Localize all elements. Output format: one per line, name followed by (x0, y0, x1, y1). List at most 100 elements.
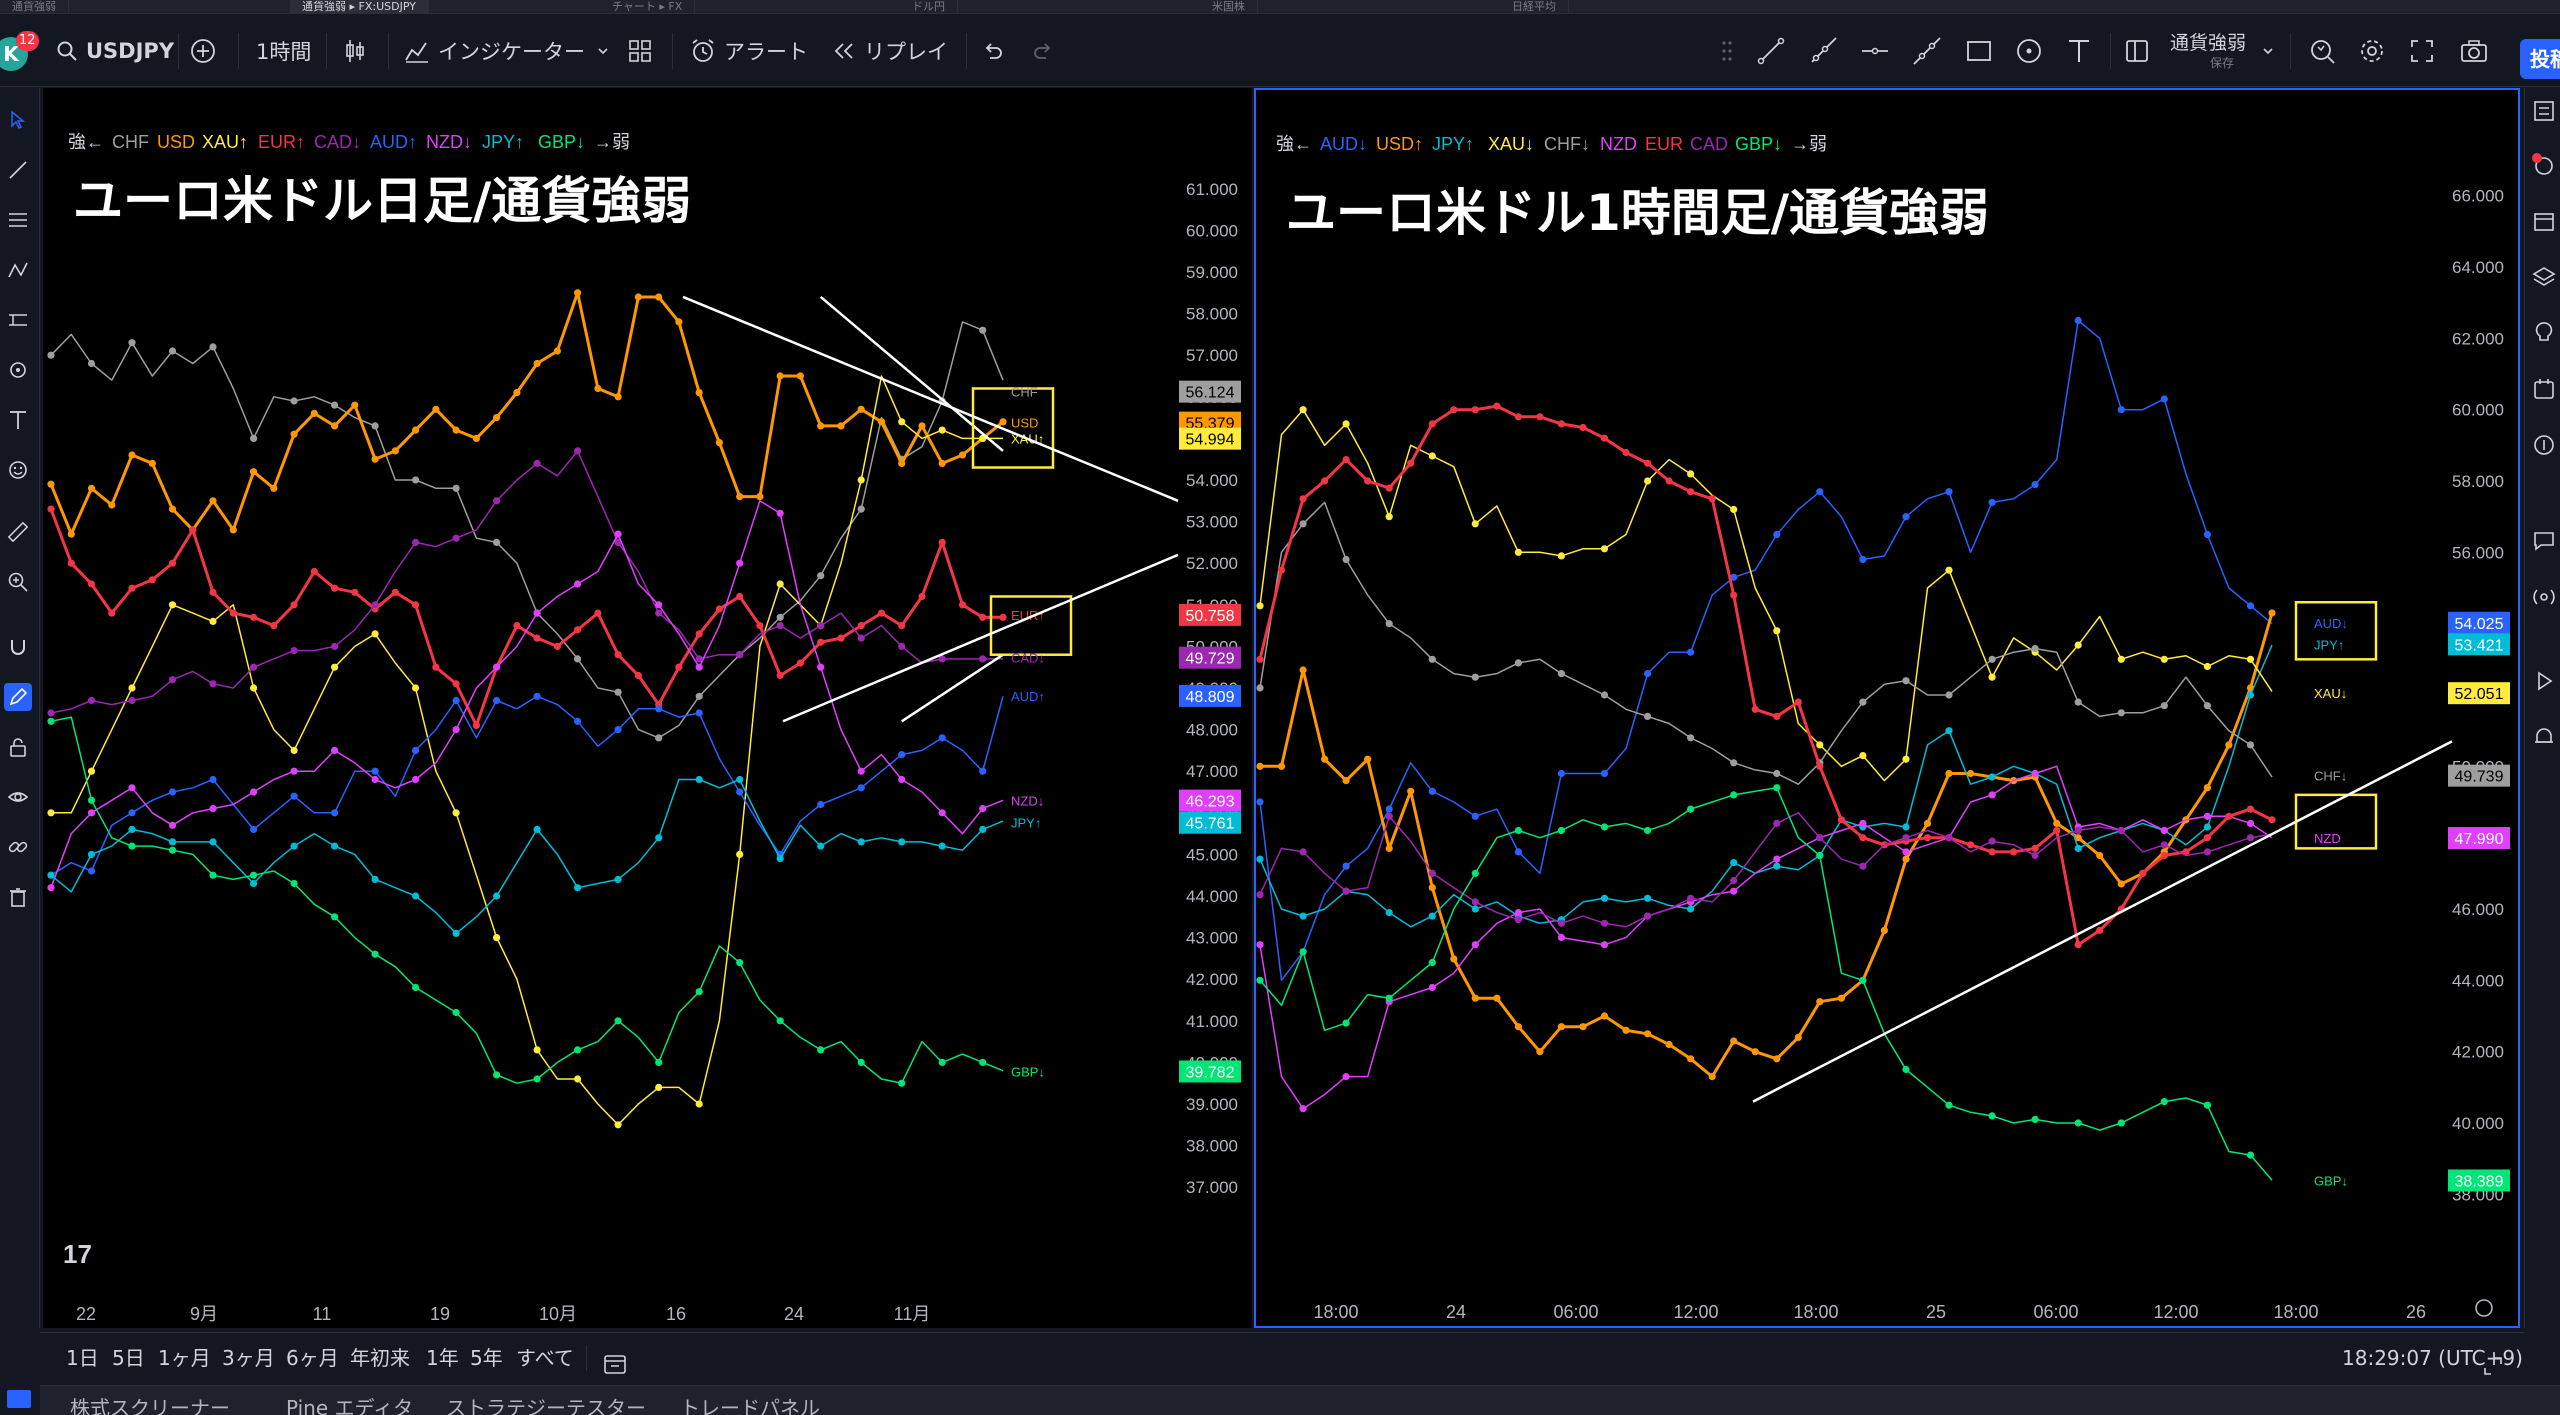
undo-button[interactable] (982, 15, 1004, 87)
gear-icon[interactable] (2358, 15, 2386, 87)
calendar-events-icon[interactable] (2531, 376, 2560, 406)
currency-strength-chart-daily[interactable]: 37.00038.00039.00040.00041.00042.00043.0… (43, 88, 1252, 1328)
data-point-eur (1816, 762, 1824, 770)
camera-icon[interactable] (2460, 15, 2488, 87)
circle-tool-icon[interactable] (2014, 15, 2044, 87)
range-5d[interactable]: 5日 (112, 1346, 145, 1370)
replay-button[interactable]: リプレイ (832, 15, 948, 87)
publish-button[interactable]: 投稿 (2520, 39, 2560, 79)
range-ytd[interactable]: 年初来 (350, 1346, 410, 1370)
notification-bell-icon[interactable] (2531, 724, 2560, 754)
zoom-in-icon[interactable] (4, 568, 32, 596)
trendline-tool-icon[interactable] (4, 156, 32, 184)
alert-button[interactable]: アラート (690, 15, 808, 87)
data-point-xau (1687, 470, 1695, 478)
symbol-search-button[interactable]: USDJPY (56, 15, 174, 87)
redo-button[interactable] (1032, 15, 1054, 87)
browser-tab[interactable]: 日経平均 (1500, 0, 1569, 13)
calendar-icon[interactable] (2531, 208, 2560, 238)
cursor-icon[interactable] (4, 106, 32, 134)
ray-tool-icon[interactable] (1808, 15, 1838, 87)
price-tag-value: 47.990 (2455, 831, 2504, 848)
data-point-usd (229, 526, 237, 534)
text-tool-icon[interactable] (4, 406, 32, 434)
rectangle-tool-icon[interactable] (1964, 15, 1994, 87)
forecast-tool-icon[interactable] (4, 306, 32, 334)
chart-pane-hourly[interactable]: 38.00040.00042.00044.00046.00048.00050.0… (1254, 88, 2520, 1328)
x-tick-label: 24 (1446, 1302, 1466, 1322)
series-line-aud (1259, 319, 2273, 982)
emoji-tool-icon[interactable] (4, 456, 32, 484)
horizontal-line-tool-icon[interactable] (1860, 15, 1890, 87)
sidebar-toggle[interactable] (0, 1382, 40, 1415)
browser-tab-active[interactable]: 通貨強弱 ▸ FX:USDJPY (290, 0, 429, 13)
data-point-xau (2074, 641, 2082, 649)
fib-tool-icon[interactable] (4, 206, 32, 234)
play-icon[interactable] (2531, 668, 2560, 698)
drawing-mode-icon[interactable] (4, 683, 32, 711)
range-6m[interactable]: 6ヶ月 (286, 1346, 339, 1370)
layers-icon[interactable] (2531, 264, 2560, 294)
data-point-aud (1773, 530, 1781, 539)
data-point-aud (371, 767, 379, 775)
chart-type-button[interactable] (344, 15, 366, 87)
text-tool-icon[interactable] (2066, 15, 2092, 87)
browser-tab[interactable]: ドル円 (900, 0, 958, 13)
ideas-icon[interactable] (2531, 320, 2560, 350)
brush-tool-icon[interactable] (4, 356, 32, 384)
lock-icon[interactable] (4, 733, 32, 761)
data-point-chf (655, 734, 663, 742)
data-point-nzd (331, 746, 339, 755)
timeframe-button[interactable]: 1時間 (256, 40, 312, 64)
trash-icon[interactable] (4, 883, 32, 911)
layouts-button[interactable] (628, 15, 652, 87)
watchlist-icon[interactable] (2531, 98, 2560, 128)
chevron-down-icon[interactable] (2262, 15, 2274, 87)
drag-handle-icon[interactable] (1722, 15, 1732, 87)
link-icon[interactable] (4, 833, 32, 861)
browser-tab[interactable]: 米国株 (1200, 0, 1258, 13)
range-1m[interactable]: 1ヶ月 (158, 1346, 211, 1370)
object-tree-icon[interactable] (2124, 15, 2150, 87)
browser-tab[interactable]: 通貨強弱 (0, 0, 69, 13)
data-point-eur (1923, 834, 1932, 842)
maximize-icon[interactable] (2482, 1345, 2504, 1375)
range-1y[interactable]: 1年 (426, 1346, 459, 1370)
layout-name-button[interactable]: 通貨強弱 保存 (2170, 31, 2247, 70)
currency-strength-chart-hourly[interactable]: 38.00040.00042.00044.00046.00048.00050.0… (1256, 90, 2518, 1326)
data-point-usd (1321, 755, 1329, 763)
pattern-tool-icon[interactable] (4, 256, 32, 284)
tab-stock-screener[interactable]: 株式スクリーナー (70, 1396, 230, 1415)
chart-pane-daily[interactable]: 37.00038.00039.00040.00041.00042.00043.0… (43, 88, 1252, 1328)
ruler-icon[interactable] (4, 518, 32, 546)
range-5y[interactable]: 5年 (470, 1346, 503, 1370)
data-point-eur (1514, 413, 1522, 421)
broadcast-icon[interactable] (2531, 584, 2560, 614)
alerts-icon[interactable] (2531, 152, 2560, 182)
chat-icon[interactable] (2531, 528, 2560, 558)
tab-strategy-tester[interactable]: ストラテジーテスター (446, 1396, 646, 1415)
tab-trading-panel[interactable]: トレードパネル (680, 1396, 820, 1415)
series-end-label: AUD↓ (2314, 616, 2348, 631)
fullscreen-icon[interactable] (2410, 15, 2434, 87)
range-all[interactable]: すべて (516, 1346, 574, 1370)
eye-icon[interactable] (4, 783, 32, 811)
data-point-gbp (1644, 826, 1652, 835)
indicators-button[interactable]: インジケーター (404, 15, 609, 87)
tab-pine-editor[interactable]: Pine エディタ (286, 1396, 414, 1415)
hotlist-icon[interactable] (2531, 432, 2560, 462)
data-point-usd (1536, 1048, 1544, 1056)
quick-search-icon[interactable] (2308, 15, 2336, 87)
extended-line-tool-icon[interactable] (1912, 15, 1942, 87)
compare-symbol-button[interactable] (190, 15, 216, 87)
date-range-icon[interactable] (602, 1345, 628, 1374)
data-point-gbp (655, 1058, 663, 1066)
clock-time[interactable]: 18:29:07 (UTC+9) (2342, 1346, 2523, 1370)
trendline-tool-icon[interactable] (1756, 15, 1786, 87)
browser-tab[interactable]: チャート ▸ FX (600, 0, 696, 13)
magnet-icon[interactable] (4, 633, 32, 661)
data-point-usd (1493, 994, 1501, 1002)
range-1d[interactable]: 1日 (66, 1346, 99, 1370)
range-3m[interactable]: 3ヶ月 (222, 1346, 275, 1370)
data-point-aud (250, 825, 258, 834)
